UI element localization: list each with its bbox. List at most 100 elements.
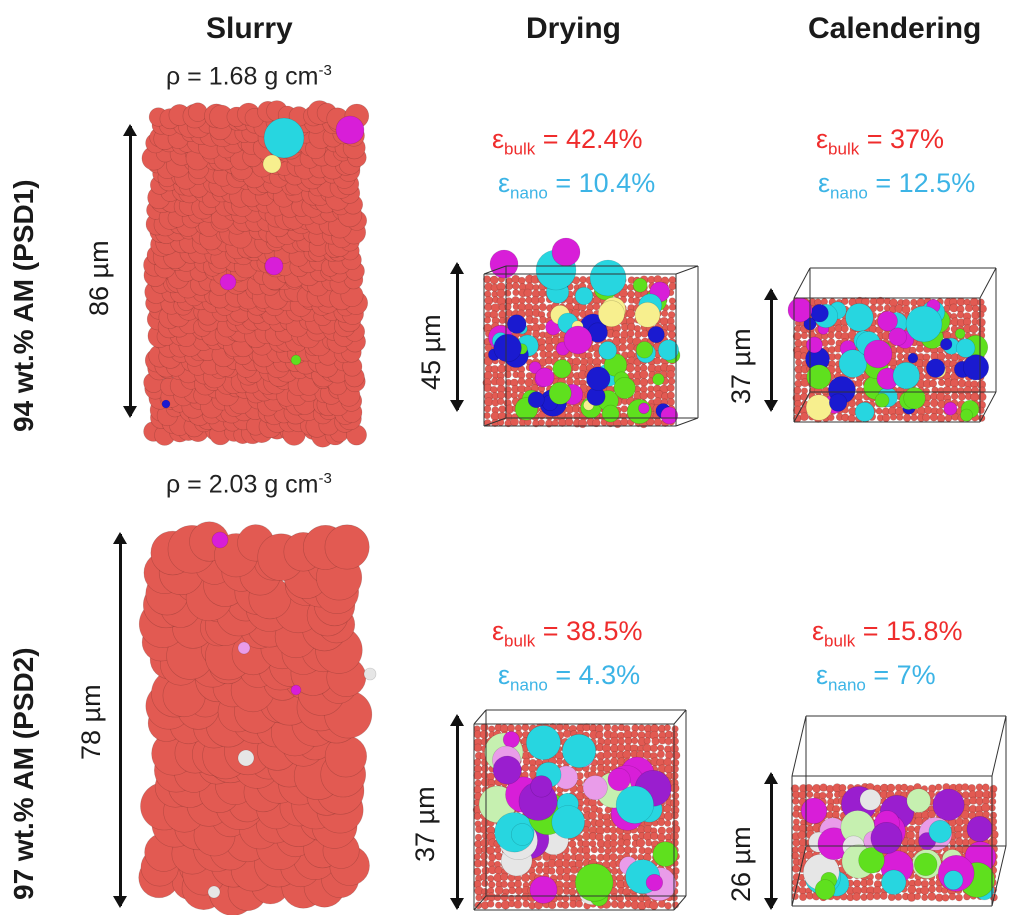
particle-yellow [805, 394, 832, 421]
particle [508, 886, 517, 895]
particle [487, 874, 495, 883]
porosity-bulk-calendering-psd1: εbulk = 37% [816, 124, 945, 159]
drying-structure-psd1 [482, 237, 699, 429]
height-arrow-calendering-psd2 [764, 772, 778, 910]
particle-blue [907, 352, 919, 364]
particle [935, 783, 943, 791]
particle [556, 894, 564, 902]
porosity-nano-calendering-psd1: εnano = 12.5% [818, 168, 976, 203]
particle [896, 413, 904, 421]
particle [901, 305, 911, 315]
particle-cyan [838, 349, 868, 378]
porosity-bulk-drying-psd1: εbulk = 42.4% [492, 124, 643, 159]
particle [800, 331, 809, 340]
particle [514, 886, 524, 895]
particle [827, 331, 835, 339]
particle [588, 811, 598, 820]
particle [866, 892, 875, 901]
particle [847, 414, 856, 423]
particle [488, 725, 496, 733]
particle [981, 783, 990, 792]
particle [666, 383, 675, 392]
particle-magenta [534, 367, 555, 388]
particle [798, 790, 807, 800]
particle-cyan [892, 361, 920, 390]
particle [929, 398, 939, 408]
particle-green [652, 373, 665, 386]
particle-purple [492, 755, 522, 785]
particle [626, 329, 635, 338]
particle [651, 737, 660, 746]
particle [957, 392, 966, 401]
row-title-psd1: 94 wt.% AM (PSD1) [8, 179, 39, 432]
particle [575, 899, 583, 908]
particle [948, 892, 957, 901]
porosity-nano-drying-psd1: εnano = 10.4% [498, 168, 656, 203]
particle [672, 751, 681, 760]
particle [592, 302, 601, 311]
particle [485, 845, 496, 856]
particle [630, 846, 638, 854]
particle [535, 866, 544, 875]
particle [631, 737, 639, 745]
particle [499, 872, 509, 882]
particle [668, 297, 676, 305]
particle-green [574, 863, 614, 902]
box-edge [673, 895, 687, 911]
particle [840, 324, 849, 333]
particle [620, 418, 629, 427]
particle [473, 771, 483, 781]
particle [517, 276, 526, 285]
particle [907, 884, 917, 895]
particle [799, 893, 808, 902]
particle [538, 344, 546, 352]
particle-green [290, 354, 302, 366]
particle [670, 764, 679, 774]
particle [964, 303, 973, 313]
particle-blue [647, 326, 665, 344]
particle-cyan [881, 869, 907, 895]
particle [570, 846, 579, 855]
particle [523, 288, 533, 298]
particle [795, 358, 803, 366]
height-label-slurry-psd2: 78 µm [76, 684, 106, 760]
height-arrow-calendering-psd1 [764, 288, 778, 412]
particle [489, 275, 499, 285]
particle [475, 894, 483, 902]
particle-magenta [607, 768, 631, 792]
particle-yellow [634, 302, 661, 328]
particle [852, 892, 861, 901]
box-edge [675, 265, 699, 275]
particle-magenta [211, 531, 229, 549]
particle-cyan [263, 117, 305, 159]
particle [487, 900, 495, 908]
particle [827, 414, 835, 422]
particle-cyan [943, 870, 964, 891]
particle [989, 797, 997, 806]
particle-magenta [645, 874, 663, 892]
particle [609, 839, 618, 848]
particle-magenta [529, 875, 558, 904]
particle-magenta [335, 115, 365, 145]
particle-green [601, 404, 620, 423]
particle-cyan [658, 339, 680, 361]
particle [915, 345, 924, 353]
particle [873, 892, 881, 901]
calendering-structure-psd1 [787, 267, 997, 423]
particle [825, 791, 834, 800]
height-arrow-slurry-psd1 [123, 124, 137, 418]
particle [653, 418, 663, 427]
particle [626, 342, 636, 352]
particle [531, 317, 539, 325]
particle-magenta [787, 297, 813, 323]
particle [555, 723, 564, 732]
particle-cyan [574, 286, 594, 306]
particle [602, 750, 612, 760]
column-title-slurry: Slurry [206, 12, 293, 45]
particle [794, 339, 803, 348]
particle-white [363, 667, 377, 681]
particle-blue [963, 354, 990, 381]
particle [650, 831, 659, 841]
particle-purple [870, 822, 903, 855]
particle-white [207, 885, 221, 899]
